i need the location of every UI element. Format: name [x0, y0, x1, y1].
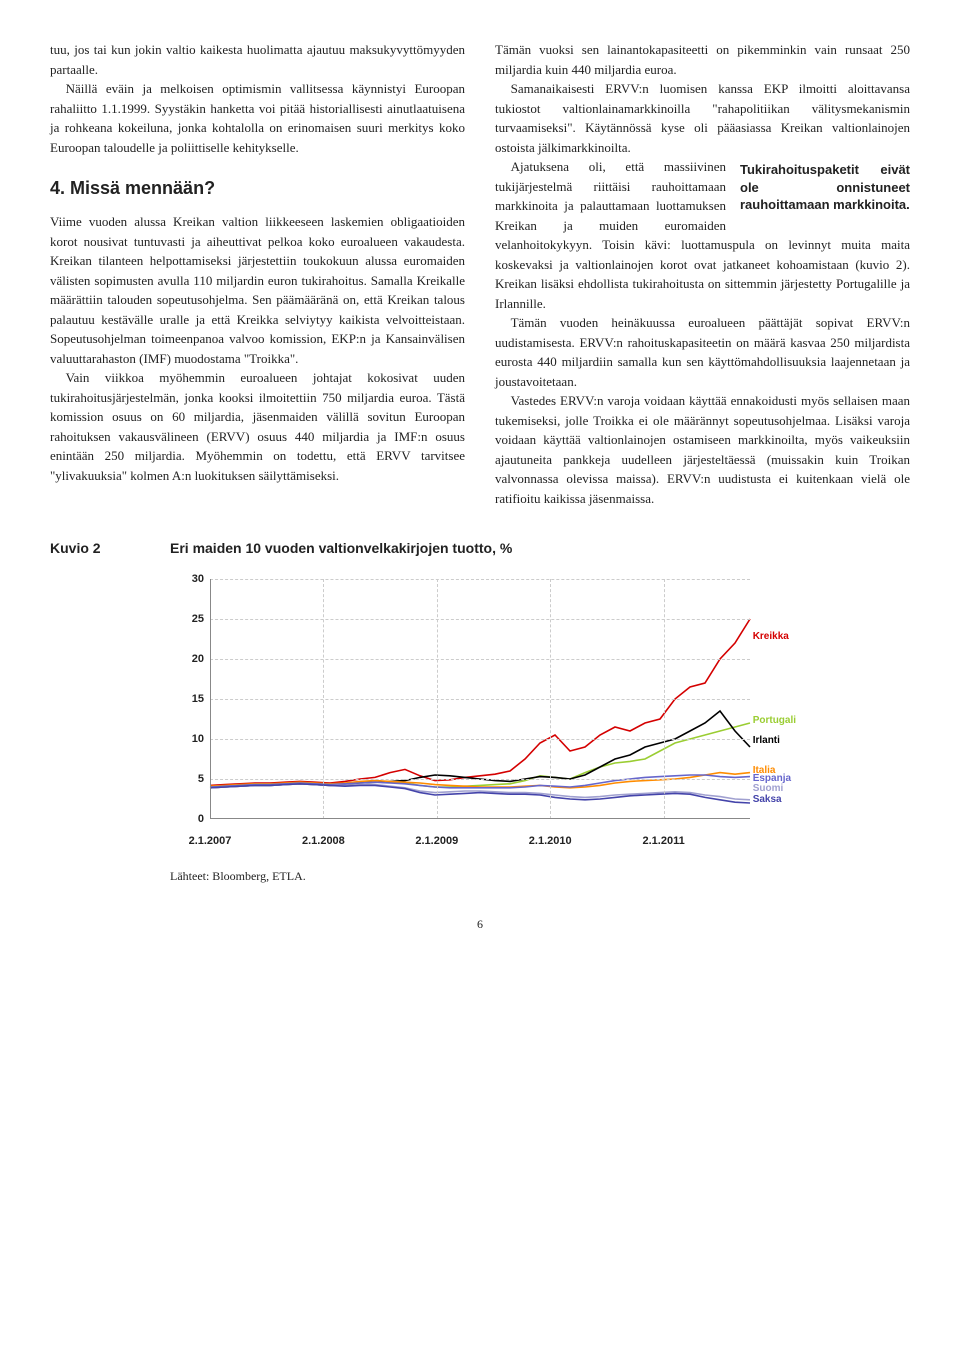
x-axis-label: 2.1.2010 [529, 833, 572, 850]
gridline [210, 739, 750, 740]
x-axis [210, 818, 750, 819]
gridline [210, 619, 750, 620]
text-columns: tuu, jos tai kun jokin valtio kaikesta h… [50, 40, 910, 508]
figure-title: Eri maiden 10 vuoden valtionvelkakirjoje… [170, 538, 512, 559]
figure-source: Lähteet: Bloomberg, ETLA. [170, 867, 910, 885]
y-axis-label: 5 [170, 771, 204, 788]
series-label-Kreikka: Kreikka [753, 629, 789, 644]
left-p2: Näillä eväin ja melkoisen optimismin val… [50, 79, 465, 157]
right-p4: Tämän vuoden heinäkuussa euroalueen päät… [495, 313, 910, 391]
section-heading: 4. Missä mennään? [50, 175, 465, 202]
vgridline [550, 579, 551, 819]
y-axis-label: 10 [170, 731, 204, 748]
gridline [210, 579, 750, 580]
gridline [210, 779, 750, 780]
figure-header: Kuvio 2 Eri maiden 10 vuoden valtionvelk… [50, 538, 910, 559]
x-axis-label: 2.1.2011 [642, 833, 684, 850]
y-axis-label: 0 [170, 811, 204, 828]
x-axis-label: 2.1.2009 [415, 833, 458, 850]
series-label-Irlanti: Irlanti [753, 733, 780, 748]
left-p3: Viime vuoden alussa Kreikan valtion liik… [50, 212, 465, 368]
x-axis-label: 2.1.2007 [189, 833, 232, 850]
x-axis-label: 2.1.2008 [302, 833, 345, 850]
bond-yield-chart: 0 5 10 15 20 25 30 2.1.2007 2.1.2008 2.1.2009 2.1.… [170, 569, 810, 849]
right-p5: Vastedes ERVV:n varoja voidaan käyttää e… [495, 391, 910, 508]
page-number: 6 [50, 915, 910, 933]
series-Portugali [210, 723, 750, 787]
left-p1: tuu, jos tai kun jokin valtio kaikesta h… [50, 40, 465, 79]
chart-container: 0 5 10 15 20 25 30 2.1.2007 2.1.2008 2.1.2009 2.1.… [170, 569, 910, 849]
y-axis [210, 579, 211, 819]
left-p4: Vain viikkoa myöhemmin euroalueen johtaj… [50, 368, 465, 485]
figure-label: Kuvio 2 [50, 538, 170, 559]
y-axis-label: 20 [170, 651, 204, 668]
vgridline [323, 579, 324, 819]
right-p1: Tämän vuoksi sen lainantokapasiteetti on… [495, 40, 910, 79]
y-axis-label: 25 [170, 611, 204, 628]
series-label-Portugali: Portugali [753, 713, 796, 728]
gridline [210, 659, 750, 660]
y-axis-label: 30 [170, 571, 204, 588]
right-column: Tämän vuoksi sen lainantokapasiteetti on… [495, 40, 910, 508]
y-axis-label: 15 [170, 691, 204, 708]
series-label-Saksa: Saksa [753, 792, 782, 807]
series-Kreikka [210, 619, 750, 785]
vgridline [437, 579, 438, 819]
right-p2: Samanaikaisesti ERVV:n luomisen kanssa E… [495, 79, 910, 157]
pull-quote: Tukirahoituspaketit eivät ole onnistunee… [740, 161, 910, 214]
left-column: tuu, jos tai kun jokin valtio kaikesta h… [50, 40, 465, 508]
vgridline [664, 579, 665, 819]
gridline [210, 699, 750, 700]
